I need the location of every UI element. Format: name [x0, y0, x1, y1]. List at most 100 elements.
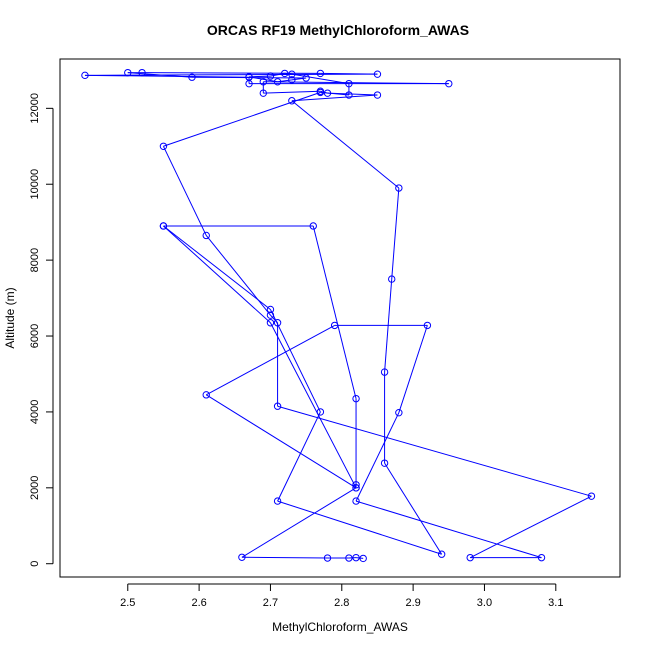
x-tick-label: 2.9 [405, 597, 420, 609]
x-axis-label: MethylChloroform_AWAS [272, 620, 408, 634]
series-segment [277, 411, 321, 502]
data-point [288, 76, 296, 84]
marker-layer [81, 68, 596, 563]
series-segment [320, 72, 378, 75]
series-segment [391, 187, 400, 280]
series-segment [291, 77, 307, 81]
data-point [352, 553, 360, 562]
data-point [352, 497, 360, 505]
series-segment [291, 94, 378, 102]
series-segment [277, 500, 442, 555]
y-tick-label: 0 [29, 561, 41, 567]
series-segment [277, 79, 292, 83]
data-point [245, 73, 253, 81]
data-point [359, 554, 367, 563]
data-point [273, 402, 282, 410]
series-segment [163, 225, 271, 324]
y-tick-label: 4000 [29, 400, 41, 424]
y-axis: 0 2000 4000 6000 8000 10000 12000 [29, 93, 54, 567]
data-point [345, 79, 353, 88]
y-tick-label: 10000 [29, 169, 41, 200]
data-point [281, 69, 289, 78]
data-point [316, 88, 325, 97]
plot-frame [59, 58, 621, 578]
data-point [373, 91, 382, 99]
data-point [188, 73, 196, 81]
data-point [159, 142, 168, 150]
x-tick-label: 2.6 [191, 597, 206, 609]
series-segment [291, 73, 349, 85]
data-point [288, 70, 296, 78]
data-point [388, 275, 396, 283]
series-segment [469, 495, 592, 559]
y-tick-label: 2000 [29, 476, 41, 500]
series-segment [163, 225, 271, 310]
series-segment [312, 225, 357, 399]
series-segment [270, 322, 357, 489]
data-point [202, 391, 210, 399]
data-point [124, 68, 132, 77]
series-segment [84, 73, 378, 76]
data-point [466, 553, 474, 562]
data-point [445, 79, 453, 88]
data-point [352, 481, 360, 489]
data-point [266, 319, 275, 327]
series-segment [163, 91, 321, 147]
series-segment [269, 309, 321, 413]
series-segment [142, 72, 321, 74]
x-tick-label: 2.7 [263, 597, 278, 609]
data-point [259, 89, 268, 97]
series-segment [320, 91, 349, 96]
data-point [273, 497, 282, 505]
series-segment [355, 500, 542, 559]
series-segment [241, 487, 357, 558]
series-segment [206, 324, 335, 396]
y-tick-label: 8000 [29, 248, 41, 272]
data-point [323, 89, 332, 97]
data-point [330, 321, 339, 330]
data-point [266, 305, 275, 314]
data-point [423, 321, 432, 330]
x-tick-label: 2.8 [334, 597, 349, 609]
data-point [395, 408, 403, 417]
data-point [273, 319, 282, 327]
y-tick-label: 12000 [29, 93, 41, 124]
y-tick-label: 6000 [29, 324, 41, 348]
data-point [587, 492, 596, 500]
data-point [266, 311, 275, 319]
y-axis-label: Altitude (m) [3, 287, 17, 348]
series-segment [291, 100, 400, 189]
x-tick-label: 3.1 [548, 597, 563, 609]
data-point [259, 78, 268, 86]
data-point [138, 68, 146, 77]
data-point [309, 222, 317, 230]
data-point [537, 553, 546, 562]
data-point [266, 72, 275, 80]
data-point [345, 91, 353, 99]
series-segment [205, 394, 357, 489]
data-point [345, 554, 353, 562]
data-point [159, 222, 168, 230]
data-point [81, 71, 89, 80]
series-segment [270, 314, 278, 324]
data-point [380, 368, 389, 376]
data-point [323, 554, 332, 562]
data-point [273, 78, 282, 86]
data-point [302, 74, 310, 82]
data-point [288, 97, 296, 105]
series-segment [248, 76, 278, 83]
x-tick-label: 3.0 [477, 597, 492, 609]
series-segment [191, 76, 307, 79]
series-segment [205, 235, 271, 316]
series-layer [84, 72, 592, 559]
series-segment [355, 412, 400, 502]
data-point [238, 553, 246, 561]
series-segment [277, 405, 592, 497]
x-axis: 2.5 2.6 2.7 2.8 2.9 3.0 3.1 [120, 583, 563, 609]
data-point [380, 459, 389, 467]
data-point [395, 184, 403, 192]
series-segment [162, 146, 207, 236]
